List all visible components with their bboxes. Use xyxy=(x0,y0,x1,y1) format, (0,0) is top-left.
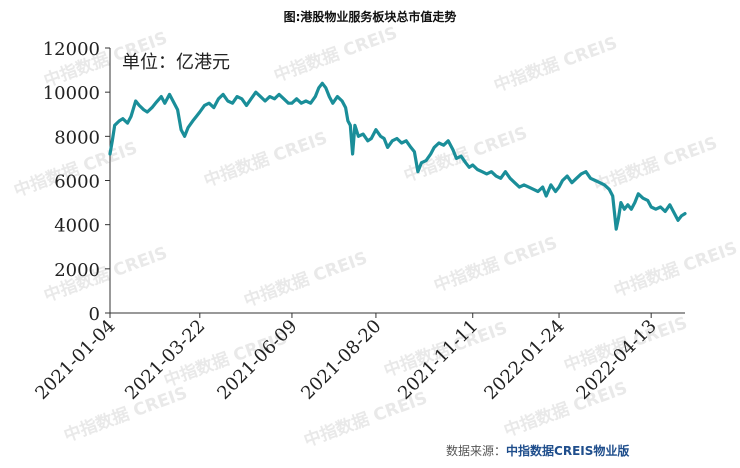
x-tick-label: 2022-04-13 xyxy=(572,316,660,404)
x-tick-label: 2021-06-09 xyxy=(213,316,301,404)
chart-title: 图:港股物业服务板块总市值走势 xyxy=(283,10,457,24)
x-axis-ticks: 2021-01-04 2021-03-22 2021-06-092021-08-20… xyxy=(31,313,661,404)
series-line-0 xyxy=(108,81,687,231)
series-layer xyxy=(108,81,687,231)
y-tick-label: 6000 xyxy=(54,172,100,193)
x-tick-label: 2022-01-24 xyxy=(480,316,568,404)
source-note: 数据来源：中指数据CREIS物业版 xyxy=(446,442,629,459)
x-tick-label: 2021-03-22 xyxy=(121,316,209,404)
x-tick-label: 2021-11-11 xyxy=(394,316,482,404)
y-axis-ticks: 0 2000 4000 6000 8000 10000 12000 xyxy=(43,39,110,325)
source-brand: 中指数据CREIS物业版 xyxy=(506,444,630,458)
x-tick-label: 2021-08-20 xyxy=(297,316,385,404)
y-tick-label: 4000 xyxy=(54,216,100,237)
y-tick-label: 8000 xyxy=(54,127,100,148)
unit-label: 单位：亿港元 xyxy=(122,52,230,73)
y-tick-label: 2000 xyxy=(54,260,100,281)
y-tick-label: 12000 xyxy=(43,39,100,60)
y-tick-label: 10000 xyxy=(43,83,100,104)
y-tick-label: 0 xyxy=(89,304,100,325)
x-tick-label: 2021-01-04 xyxy=(31,316,119,404)
source-label: 数据来源： xyxy=(446,444,507,458)
